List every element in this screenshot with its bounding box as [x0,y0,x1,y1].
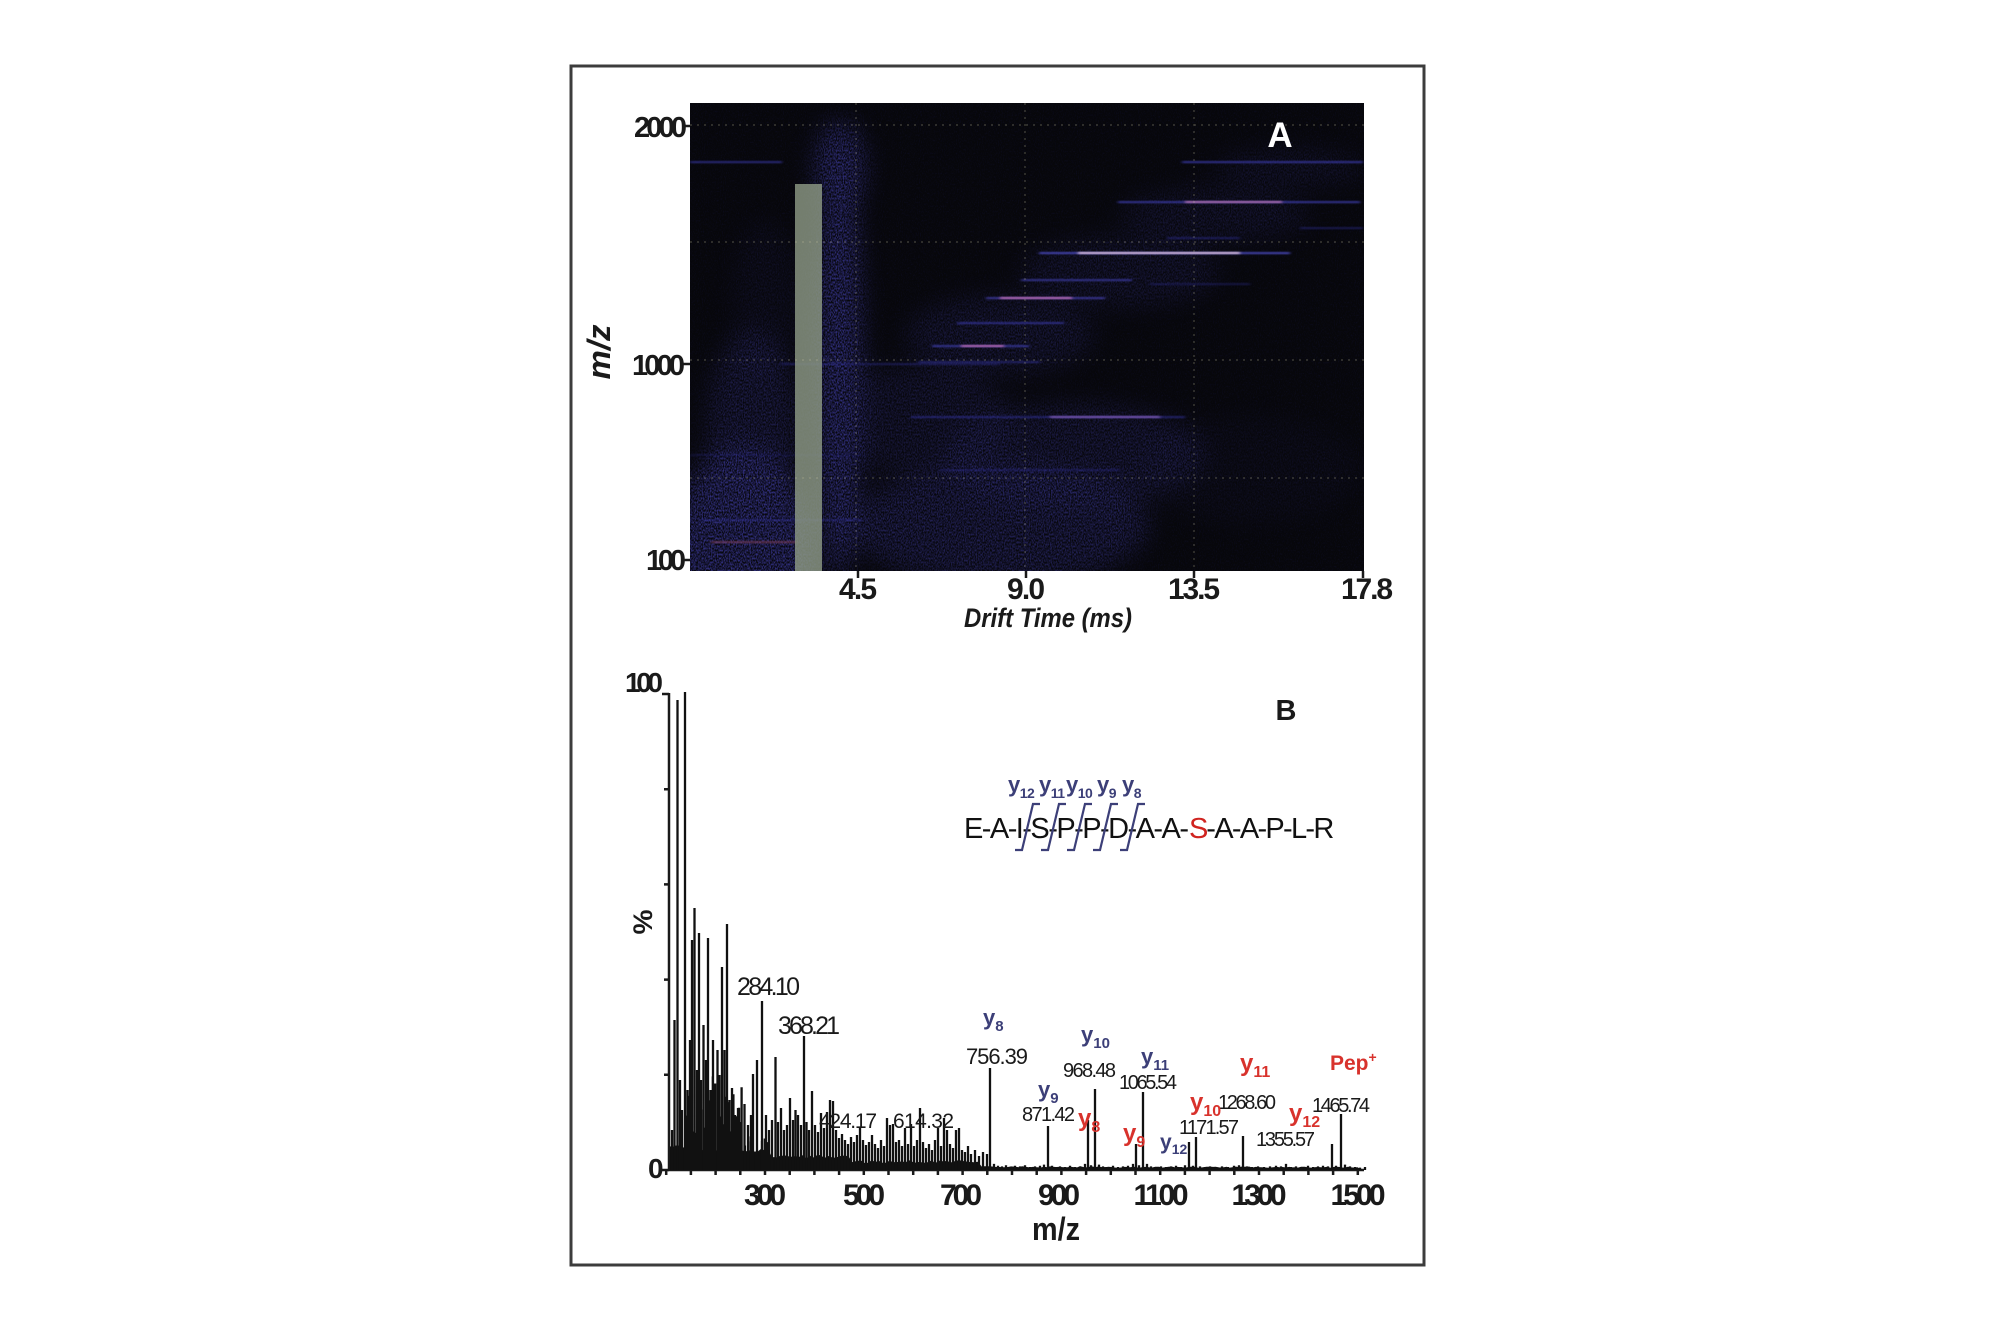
svg-text:Drift Time (ms): Drift Time (ms) [964,603,1132,633]
svg-text:1065.54: 1065.54 [1119,1072,1177,1094]
svg-text:900: 900 [1038,1179,1080,1212]
svg-text:368.21: 368.21 [778,1012,840,1040]
svg-text:1171.57: 1171.57 [1179,1117,1239,1139]
svg-text:S: S [1189,813,1208,845]
svg-text:871.42: 871.42 [1022,1104,1075,1126]
svg-text:1355.57: 1355.57 [1256,1129,1315,1151]
svg-text:614.32: 614.32 [893,1110,954,1133]
svg-text:700: 700 [940,1179,982,1212]
svg-text:1100: 1100 [1134,1179,1189,1212]
svg-text:9.0: 9.0 [1007,573,1045,606]
svg-text:17.8: 17.8 [1341,573,1393,606]
svg-text:-A-A-P-L-R: -A-A-P-L-R [1206,813,1334,845]
svg-text:100: 100 [625,667,663,698]
svg-text:500: 500 [843,1179,885,1212]
svg-text:284.10: 284.10 [737,973,800,1001]
svg-text:968.48: 968.48 [1063,1060,1116,1082]
svg-text:13.5: 13.5 [1168,573,1220,606]
svg-text:424.17: 424.17 [819,1110,877,1133]
svg-text:A: A [1267,116,1292,155]
svg-text:100: 100 [646,545,686,577]
svg-text:756.39: 756.39 [966,1044,1028,1069]
svg-text:4.5: 4.5 [839,573,877,606]
svg-text:m/z: m/z [1032,1211,1080,1247]
svg-text:1465.74: 1465.74 [1312,1095,1370,1117]
svg-text:1268.60: 1268.60 [1218,1092,1276,1114]
svg-text:0: 0 [648,1153,664,1184]
svg-text:B: B [1276,695,1297,727]
svg-text:m/z: m/z [581,325,617,380]
svg-text:%: % [628,910,658,935]
svg-text:1000: 1000 [632,350,685,382]
svg-text:1500: 1500 [1331,1179,1386,1212]
svg-text:300: 300 [744,1179,786,1212]
svg-text:1300: 1300 [1232,1179,1287,1212]
svg-text:2000: 2000 [634,112,687,144]
